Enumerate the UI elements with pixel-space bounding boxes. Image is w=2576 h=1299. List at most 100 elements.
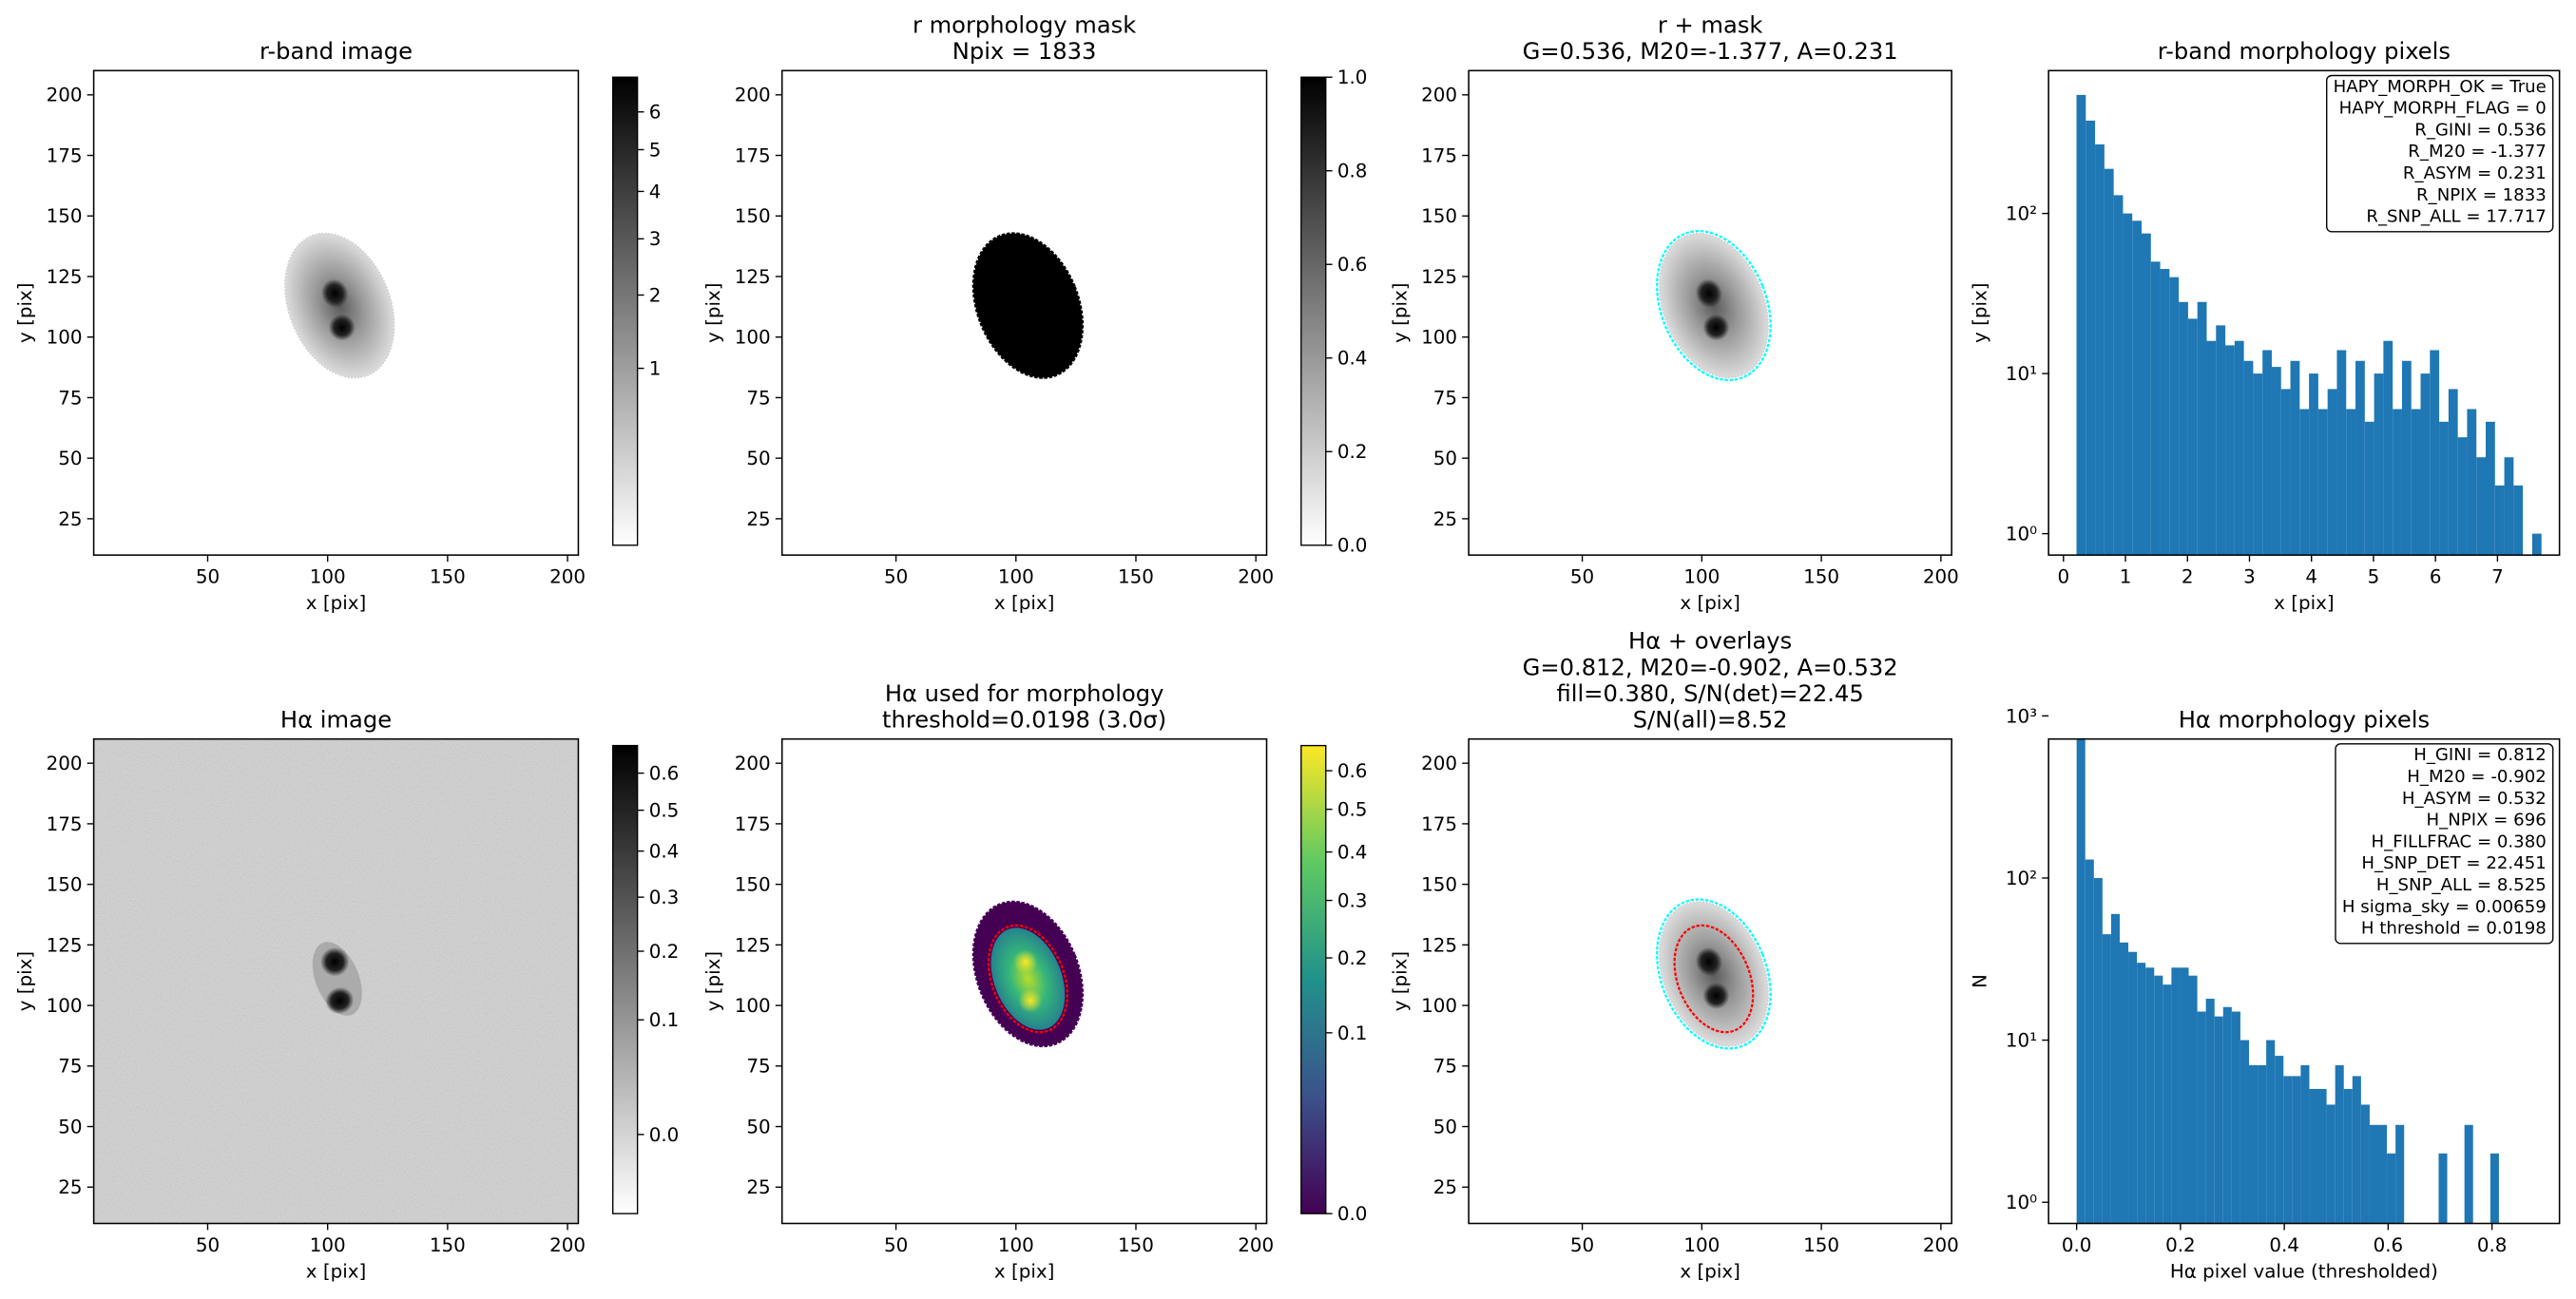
- histogram-bar: [2271, 367, 2281, 556]
- y-tick-label: 100: [1421, 995, 1457, 1017]
- chart-title: r morphology mask: [913, 12, 1136, 39]
- y-axis-label: y [pix]: [14, 282, 36, 342]
- y-tick-label: 25: [1433, 508, 1457, 530]
- histogram-bar: [2352, 1076, 2361, 1224]
- y-tick-label: 125: [47, 266, 83, 288]
- y-tick-label: 100: [47, 995, 83, 1017]
- y-tick-label: 10¹: [2006, 1029, 2037, 1051]
- annotation-line: HAPY_MORPH_OK = True: [2334, 77, 2547, 97]
- annotation-line: H threshold = 0.0198: [2361, 919, 2547, 939]
- histogram-bar: [2531, 533, 2542, 556]
- histogram-bar: [2160, 269, 2170, 556]
- mask-contour: [1656, 230, 1772, 382]
- colorbar-tick-label: 0.4: [1337, 841, 1368, 863]
- y-tick-label: 200: [47, 753, 83, 774]
- y-axis-label: y [pix]: [1389, 951, 1411, 1011]
- histogram-bar: [2180, 967, 2189, 1224]
- histogram-bar: [2317, 1088, 2327, 1224]
- x-tick-label: 100: [1683, 566, 1720, 588]
- y-tick-label: 25: [58, 508, 82, 530]
- detection-contour: [987, 924, 1068, 1034]
- histogram-bar: [2360, 1104, 2370, 1224]
- colorbar-tick-label: 0.5: [649, 800, 680, 822]
- chart-title: Hα morphology pixels: [2179, 707, 2430, 734]
- histogram-bar: [2206, 340, 2217, 556]
- histogram-bar: [2154, 975, 2163, 1224]
- x-axis-label: x [pix]: [1680, 592, 1740, 614]
- histogram-bar: [2476, 457, 2487, 556]
- histogram-bar: [2355, 360, 2365, 556]
- y-tick-label: 200: [735, 85, 771, 106]
- x-tick-label: 100: [1683, 1234, 1720, 1256]
- axes-frame: [1468, 69, 1952, 556]
- histogram-bar: [2150, 261, 2161, 556]
- chart-title: G=0.536, M20=-1.377, A=0.231: [1523, 38, 1898, 65]
- histogram-bar: [2163, 984, 2172, 1224]
- chart-title: S/N(all)=8.52: [1633, 707, 1788, 734]
- histogram-bar: [2326, 1104, 2336, 1224]
- y-tick-label: 150: [47, 205, 83, 227]
- histogram-bar: [2169, 277, 2180, 556]
- y-tick-label: 175: [47, 813, 83, 835]
- colorbar-tick-label: 0.1: [1337, 1022, 1368, 1044]
- panel: 50 100 150 200 25 50 75 100 125 150 175 200 x [pix] y…: [702, 12, 1367, 615]
- x-axis-label: x [pix]: [2274, 592, 2334, 614]
- x-tick-label: 0.6: [2374, 1234, 2404, 1256]
- annotation-line: H_GINI = 0.812: [2413, 745, 2547, 765]
- histogram-bar: [2128, 951, 2138, 1224]
- source-core: [1695, 278, 1722, 308]
- colorbar-tick-label: 0.6: [649, 763, 680, 785]
- source-core: [328, 314, 356, 341]
- colorbar-tick-label: 0.6: [1337, 760, 1368, 782]
- source-core: [1018, 988, 1043, 1013]
- colorbar-tick-label: 6: [649, 102, 662, 124]
- histogram-bar: [2489, 1153, 2499, 1224]
- source-core: [321, 278, 349, 308]
- histogram-bar: [2085, 859, 2094, 1224]
- y-axis-label: y [pix]: [702, 282, 724, 342]
- x-tick-label: 100: [998, 1234, 1034, 1256]
- axes-frame: [2047, 737, 2561, 1225]
- y-tick-label: 150: [1421, 205, 1457, 227]
- mask-region: [971, 232, 1085, 379]
- panel: 50 100 150 200 25 50 75 100 125 150 175 200 x [pix] y…: [14, 707, 679, 1283]
- x-tick-label: 150: [1118, 566, 1154, 588]
- histogram-bar: [2292, 1076, 2301, 1224]
- x-axis-label: x [pix]: [1680, 1261, 1740, 1283]
- histogram-bar: [2205, 999, 2215, 1224]
- colorbar-tick-label: 5: [649, 139, 662, 161]
- x-tick-label: 5: [2368, 566, 2380, 588]
- colorbar-tick-label: 0.4: [1337, 348, 1368, 370]
- histogram-bar: [2377, 1124, 2388, 1224]
- annotation-line: H_M20 = -0.902: [2407, 767, 2547, 787]
- histogram-bar: [2086, 120, 2096, 556]
- histogram-bar: [2188, 975, 2198, 1224]
- colorbar-tick-label: 0.8: [1337, 161, 1368, 182]
- histogram-bar: [2327, 389, 2337, 556]
- y-tick-label: 10²: [2006, 203, 2037, 225]
- colorbar-tick-label: 0.2: [649, 941, 680, 963]
- histogram-bar: [2095, 143, 2105, 556]
- y-tick-label: 75: [746, 1056, 770, 1078]
- y-tick-label: 50: [1433, 448, 1457, 469]
- histogram-bar: [2438, 1153, 2448, 1224]
- histogram-bar: [2240, 1040, 2249, 1224]
- histogram-bar: [2448, 389, 2458, 556]
- mask-contour: [1656, 898, 1772, 1050]
- x-tick-label: 100: [310, 566, 346, 588]
- plot-area: [2076, 94, 2542, 556]
- histogram-bar: [2383, 340, 2393, 556]
- annotation-line: H_SNP_DET = 22.451: [2361, 853, 2546, 873]
- x-tick-label: 200: [1238, 1234, 1274, 1256]
- plot-area: [971, 232, 1085, 379]
- y-tick-label: 125: [735, 266, 771, 288]
- x-tick-label: 200: [1923, 566, 1959, 588]
- x-tick-label: 200: [1923, 1234, 1959, 1256]
- annotation-line: R_M20 = -1.377: [2408, 142, 2547, 162]
- histogram-bar: [2439, 421, 2449, 556]
- x-tick-label: 100: [998, 566, 1034, 588]
- x-tick-label: 150: [430, 566, 466, 588]
- y-tick-label: 50: [1433, 1116, 1457, 1137]
- y-tick-label: 10⁰: [2006, 1192, 2037, 1213]
